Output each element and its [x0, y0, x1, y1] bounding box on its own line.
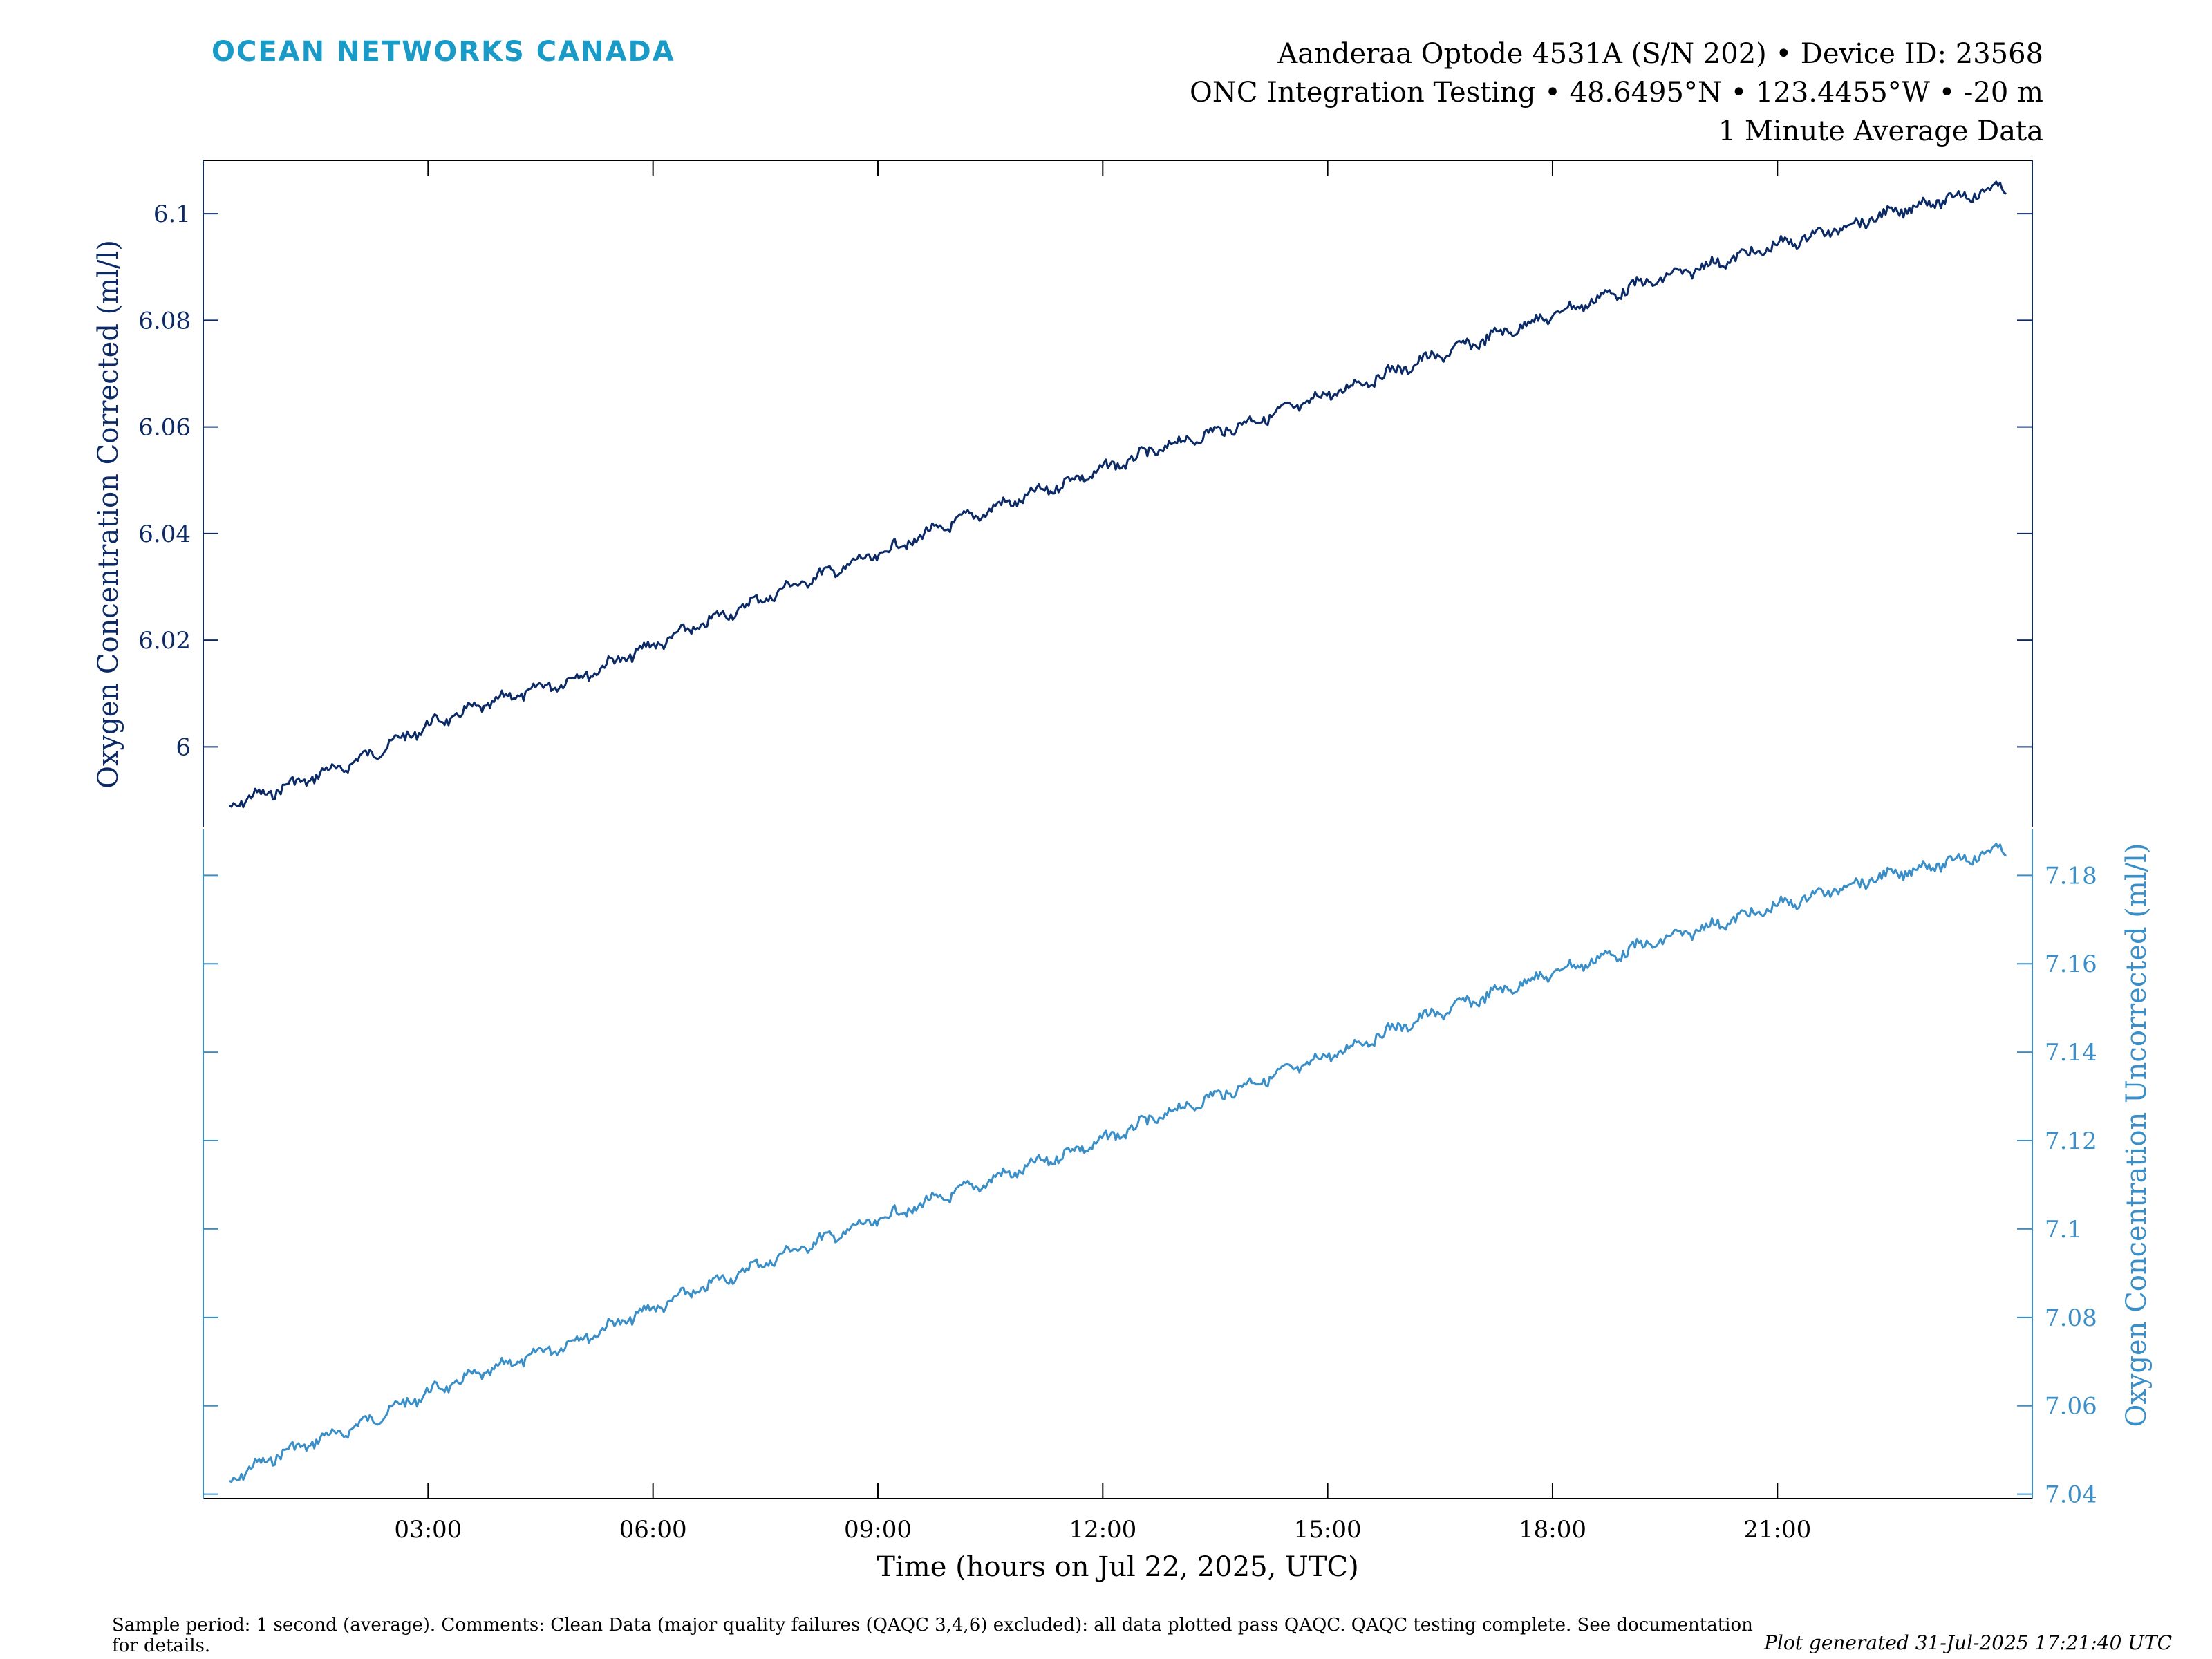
- x-tick-label: 12:00: [1069, 1516, 1136, 1544]
- x-axis-ticks: 03:00 06:00 09:00 12:00 15:00 18:00 21:00: [394, 160, 1811, 1544]
- top-y-tick-label: 6.02: [138, 627, 191, 655]
- bottom-y-tick-label: 7.06: [2045, 1393, 2097, 1421]
- generated-timestamp: Plot generated 31-Jul-2025 17:21:40 UTC: [1764, 1631, 2172, 1654]
- x-axis-label: Time (hours on Jul 22, 2025, UTC): [877, 1551, 1358, 1583]
- x-tick-label: 03:00: [394, 1516, 462, 1544]
- series-lines: [229, 180, 2007, 1483]
- x-tick-label: 09:00: [844, 1516, 912, 1544]
- x-tick-label: 06:00: [619, 1516, 687, 1544]
- x-tick-label: 15:00: [1294, 1516, 1362, 1544]
- header-line-2: ONC Integration Testing • 48.6495°N • 12…: [1190, 77, 2043, 109]
- brand-logo-text: OCEAN NETWORKS CANADA: [212, 36, 675, 68]
- bottom-y-tick-label: 7.12: [2045, 1127, 2097, 1155]
- x-tick-label: 18:00: [1519, 1516, 1586, 1544]
- bottom-y-tick-label: 7.08: [2045, 1304, 2097, 1332]
- x-tick-label: 21:00: [1743, 1516, 1811, 1544]
- bottom-y-tick-label: 7.18: [2045, 862, 2097, 890]
- top-y-tick-label: 6.08: [138, 307, 191, 335]
- bottom-y-tick-label: 7.16: [2045, 950, 2097, 978]
- header-line-1: Aanderaa Optode 4531A (S/N 202) • Device…: [1277, 38, 2043, 70]
- top-y-tick-label: 6.06: [138, 414, 191, 442]
- bottom-y-tick-label: 7.1: [2045, 1216, 2082, 1244]
- top-y-tick-label: 6.04: [138, 521, 191, 548]
- corrected-oxygen-line: [229, 180, 2007, 809]
- uncorrected-oxygen-line: [229, 843, 2007, 1483]
- top-axis-y-ticks: 6 6.02 6.04 6.06 6.08 6.1: [138, 200, 2032, 761]
- top-y-tick-label: 6.1: [153, 200, 191, 228]
- plot-frame: [203, 160, 2033, 1499]
- bottom-y-tick-label: 7.04: [2045, 1481, 2097, 1509]
- bottom-y-axis-label: Oxygen Concentration Uncorrected (ml/l): [2121, 843, 2153, 1427]
- plot-header: Aanderaa Optode 4531A (S/N 202) • Device…: [1190, 35, 2043, 151]
- bottom-y-tick-label: 7.14: [2045, 1039, 2097, 1067]
- footnote: Sample period: 1 second (average). Comme…: [112, 1615, 1753, 1656]
- top-y-tick-label: 6: [176, 733, 191, 761]
- header-line-3: 1 Minute Average Data: [1718, 115, 2043, 147]
- bottom-axis-y-ticks: 7.04 7.06 7.08 7.1 7.12 7.14 7.16 7.18: [203, 862, 2097, 1509]
- top-y-axis-label: Oxygen Concentration Corrected (ml/l): [93, 240, 124, 789]
